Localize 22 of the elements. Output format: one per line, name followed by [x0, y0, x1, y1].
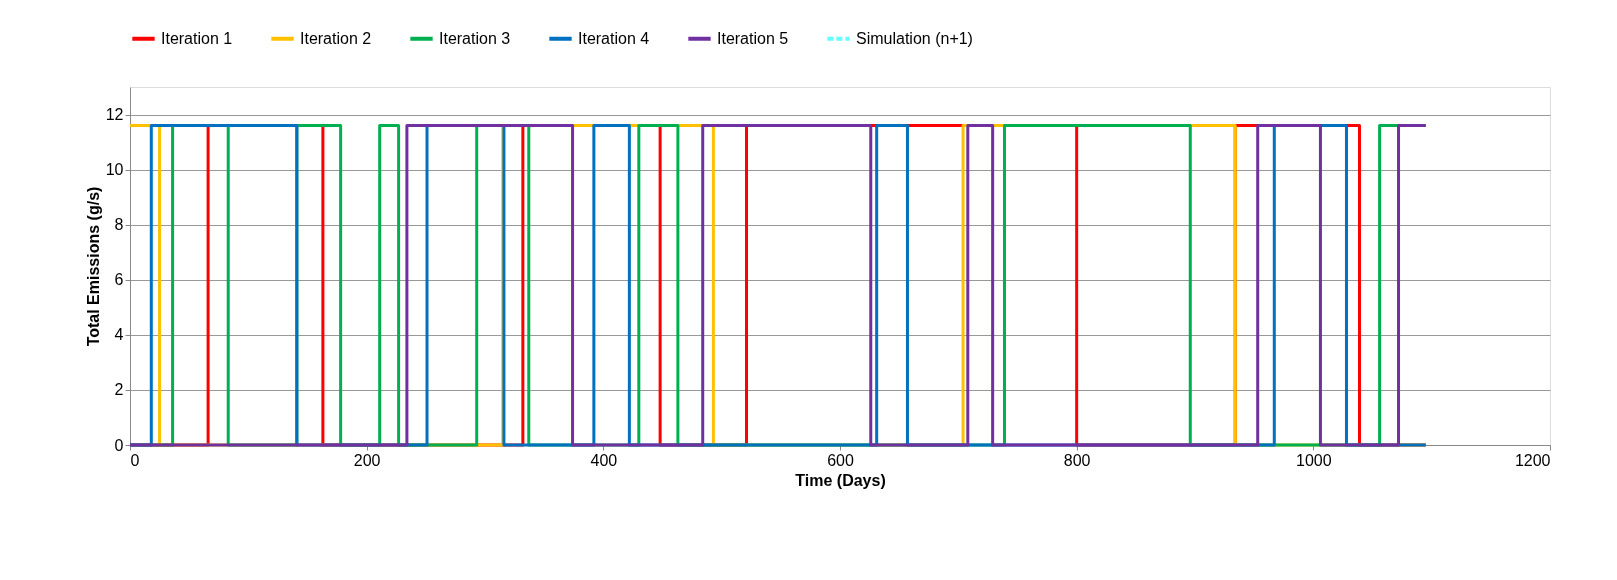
legend-label: Iteration 3	[439, 29, 511, 47]
y-tick-label: 12	[105, 106, 124, 124]
y-tick-label: 4	[114, 326, 124, 344]
y-tick-label: 2	[114, 381, 124, 399]
x-tick-label: 800	[1063, 451, 1091, 469]
x-tick-label: 0	[130, 451, 140, 469]
legend-label: Simulation (n+1)	[856, 29, 973, 47]
x-tick-label: 1000	[1296, 451, 1332, 469]
x-tick-label: 200	[353, 451, 381, 469]
x-tick-label: 400	[590, 451, 618, 469]
y-tick-label: 10	[105, 161, 124, 179]
y-tick-label: 8	[114, 216, 124, 234]
legend-label: Iteration 2	[300, 29, 372, 47]
legend-label: Iteration 1	[161, 29, 233, 47]
x-tick-label: 1200	[1514, 451, 1551, 469]
x-tick-label: 600	[827, 451, 854, 469]
legend-label: Iteration 4	[578, 29, 650, 47]
legend-label: Iteration 5	[717, 29, 789, 47]
y-tick-label: 0	[114, 436, 124, 454]
x-axis-title: Time (Days)	[795, 471, 886, 489]
y-axis-title: Total Emissions (g/s)	[84, 186, 102, 347]
y-tick-label: 6	[114, 271, 124, 289]
